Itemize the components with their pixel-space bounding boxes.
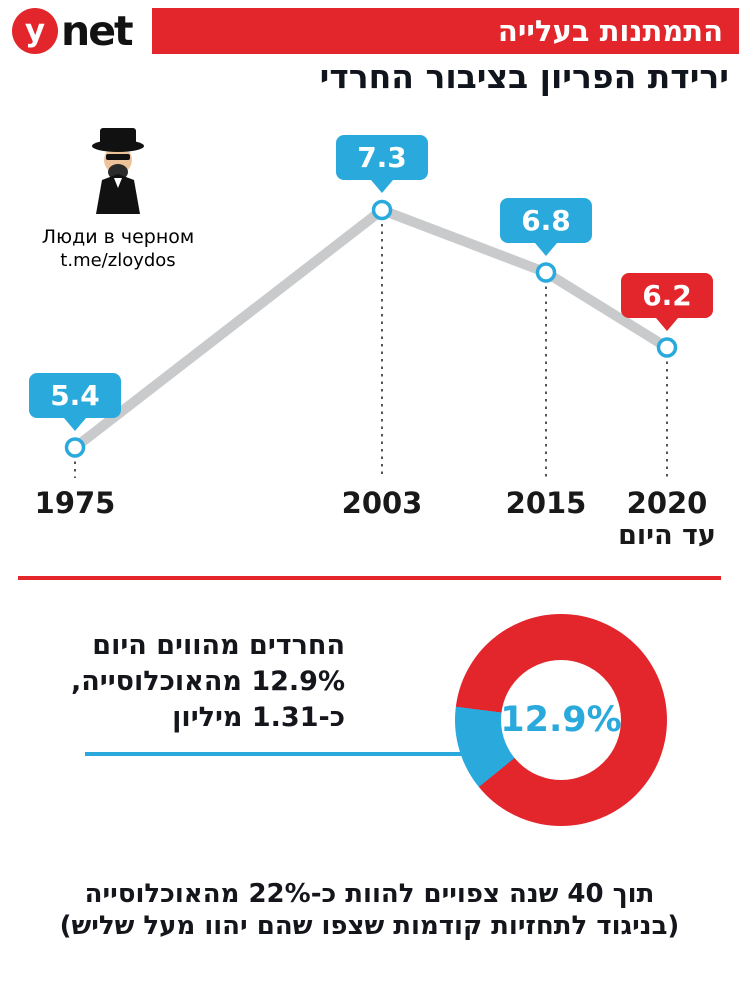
ynet-logo-text: net	[61, 7, 134, 55]
ynet-logo-letter: y	[24, 13, 46, 49]
section-divider	[18, 576, 721, 580]
hasidic-man-icon	[92, 128, 144, 214]
footnote: תוך 40 שנה צפויים להוות כ-22% מהאוכלוסיי…	[0, 878, 739, 942]
ynet-logo: y net	[12, 7, 134, 55]
donut-annotation-line: כ-1.31 מיליון	[172, 702, 345, 733]
callout-pointer	[656, 317, 678, 331]
data-point	[535, 262, 557, 283]
x-axis-label: 2015	[505, 486, 587, 520]
value-callout: 5.4	[29, 372, 121, 431]
value-label: 6.8	[521, 203, 571, 237]
population-donut-chart: 12.9%	[455, 614, 667, 826]
value-label: 7.3	[357, 141, 407, 174]
x-axis-sublabel: עד היום	[618, 520, 716, 551]
x-axis-label: 2020	[626, 486, 708, 520]
callout-pointer	[371, 180, 393, 193]
value-callout: 6.2	[621, 272, 713, 331]
data-point	[371, 199, 393, 221]
x-axis-label: 2003	[341, 486, 423, 520]
callout-pointer	[64, 417, 86, 431]
ynet-logo-circle: y	[12, 8, 58, 54]
header-banner: התמתנות בעלייה	[152, 8, 739, 54]
donut-annotation: החרדים מהווים היום 12.9% מהאוכלוסייה, כ-…	[35, 628, 345, 736]
footnote-line-1: תוך 40 שנה צפויים להוות כ-22% מהאוכלוסיי…	[84, 879, 655, 909]
watermark: Люди в черном t.me/zloydos	[28, 122, 208, 271]
data-point	[656, 337, 678, 358]
value-callout: 7.3	[336, 135, 428, 193]
x-axis-label: 1975	[34, 486, 116, 520]
donut-annotation-line: החרדים מהווים היום	[92, 630, 345, 661]
page-title: ירידת הפריון בציבור החרדי	[319, 57, 729, 96]
footnote-line-2: (בניגוד לתחזיות קודמות שצפו שהם יהוו מעל…	[59, 911, 680, 941]
callout-pointer	[535, 242, 557, 256]
watermark-link-text: t.me/zloydos	[60, 250, 176, 271]
annotation-pointer-line	[85, 752, 467, 756]
value-callout: 6.8	[500, 197, 592, 256]
donut-center-label: 12.9%	[500, 700, 622, 740]
value-label: 6.2	[642, 278, 692, 312]
watermark-text: Люди в черном	[41, 226, 195, 248]
data-point	[64, 437, 86, 458]
donut-annotation-line: 12.9% מהאוכלוסייה,	[70, 666, 345, 697]
trend-line	[70, 205, 672, 453]
fertility-line-chart	[64, 199, 678, 478]
donut-hole	[501, 660, 621, 780]
value-label: 5.4	[50, 378, 100, 412]
